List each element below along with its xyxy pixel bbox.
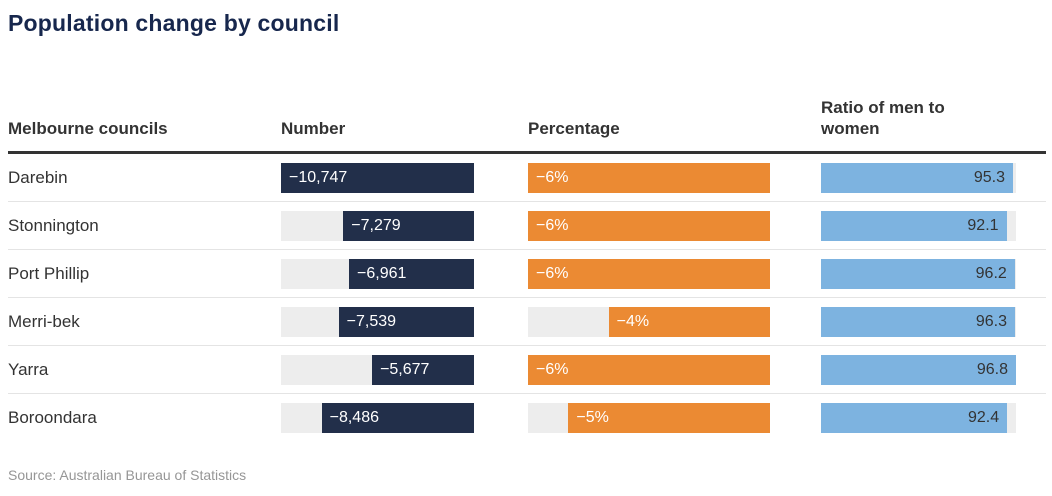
percentage-bar-track: −6%	[528, 210, 770, 241]
ratio-bar-fill: 96.8	[821, 354, 1016, 385]
number-bar-fill: −6,961	[349, 258, 474, 289]
ratio-bar-fill: 92.1	[821, 210, 1007, 241]
table-header-row: Melbourne councils Number Percentage Rat…	[8, 97, 1046, 154]
number-bar-track: −7,279	[281, 210, 474, 241]
ratio-value: 96.8	[976, 360, 1008, 378]
ratio-value: 92.4	[967, 408, 1000, 426]
ratio-bar-track: 96.3	[821, 306, 1016, 337]
number-bar-fill: −5,677	[372, 354, 474, 385]
number-bar-fill: −7,539	[338, 306, 474, 337]
percentage-bar-fill: −4%	[608, 306, 770, 337]
percentage-value: −6%	[536, 360, 569, 378]
number-value: −10,747	[289, 168, 348, 186]
percentage-value: −6%	[536, 264, 569, 282]
percentage-value: −6%	[536, 216, 569, 234]
number-bar-track: −6,961	[281, 258, 474, 289]
percentage-bar-track: −6%	[528, 258, 770, 289]
ratio-bar-track: 96.2	[821, 258, 1016, 289]
column-header-number: Number	[281, 119, 346, 138]
number-value: −6,961	[357, 264, 407, 282]
percentage-bar-fill: −6%	[528, 258, 770, 289]
table-row: Yarra −5,677 −6% 96.8	[8, 346, 1046, 394]
number-value: −7,279	[351, 216, 401, 234]
percentage-bar-track: −5%	[528, 402, 770, 433]
column-header-percentage: Percentage	[528, 119, 620, 138]
percentage-bar-fill: −5%	[568, 402, 770, 433]
number-bar-fill: −10,747	[281, 162, 474, 193]
council-name: Stonnington	[8, 215, 99, 235]
ratio-bar-fill: 96.3	[821, 306, 1015, 337]
table-row: Port Phillip −6,961 −6% 96.2	[8, 250, 1046, 298]
table-row: Boroondara −8,486 −5% 92.4	[8, 394, 1046, 441]
percentage-bar-fill: −6%	[528, 210, 770, 241]
percentage-value: −4%	[616, 312, 650, 330]
number-bar-fill: −8,486	[321, 402, 474, 433]
table-row: Stonnington −7,279 −6% 92.1	[8, 202, 1046, 250]
number-bar-track: −7,539	[281, 306, 474, 337]
number-value: −5,677	[380, 360, 430, 378]
percentage-bar-track: −4%	[528, 306, 770, 337]
ratio-bar-track: 96.8	[821, 354, 1016, 385]
percentage-value: −5%	[576, 408, 609, 426]
percentage-bar-fill: −6%	[528, 162, 770, 193]
number-bar-track: −5,677	[281, 354, 474, 385]
ratio-bar-track: 95.3	[821, 162, 1016, 193]
number-bar-fill: −7,279	[343, 210, 474, 241]
table-body: Darebin −10,747 −6% 95.3 Stonnington −7,279 −6…	[8, 154, 1046, 441]
council-name: Darebin	[8, 167, 68, 187]
council-name: Port Phillip	[8, 263, 90, 283]
ratio-bar-fill: 92.4	[821, 402, 1008, 433]
ratio-value: 92.1	[967, 216, 999, 234]
ratio-value: 96.2	[975, 264, 1007, 282]
ratio-bar-track: 92.4	[821, 402, 1016, 433]
column-header-ratio: Ratio of men to women	[821, 98, 945, 138]
percentage-value: −6%	[536, 168, 569, 186]
percentage-bar-track: −6%	[528, 354, 770, 385]
table-row: Merri-bek −7,539 −4% 96.3	[8, 298, 1046, 346]
council-name: Yarra	[8, 359, 49, 379]
council-name: Merri-bek	[8, 311, 80, 331]
source-note: Source: Australian Bureau of Statistics	[8, 467, 247, 483]
number-bar-track: −8,486	[281, 402, 474, 433]
number-value: −8,486	[329, 408, 379, 426]
ratio-bar-track: 92.1	[821, 210, 1016, 241]
ratio-bar-fill: 96.2	[821, 258, 1015, 289]
percentage-bar-track: −6%	[528, 162, 770, 193]
number-value: −7,539	[346, 312, 397, 330]
ratio-bar-fill: 95.3	[821, 162, 1013, 193]
ratio-value: 95.3	[973, 168, 1005, 186]
column-header-councils: Melbourne councils	[8, 119, 168, 138]
percentage-bar-fill: −6%	[528, 354, 770, 385]
council-name: Boroondara	[8, 407, 97, 427]
number-bar-track: −10,747	[281, 162, 474, 193]
chart-title: Population change by council	[8, 10, 340, 36]
table-row: Darebin −10,747 −6% 95.3	[8, 154, 1046, 202]
ratio-value: 96.3	[975, 312, 1007, 330]
